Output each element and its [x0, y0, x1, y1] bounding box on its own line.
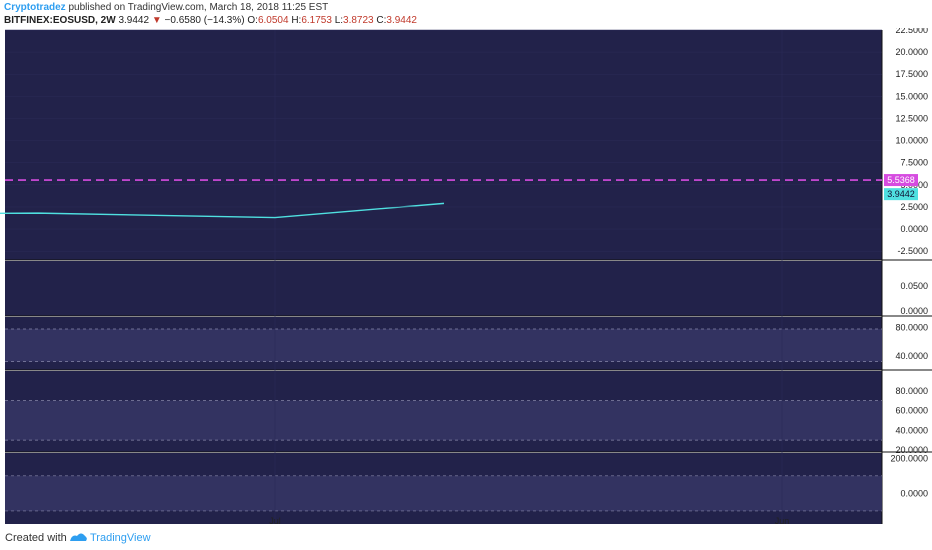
high-value: 6.1753	[301, 15, 332, 26]
low-value: 3.8723	[343, 15, 374, 26]
tradingview-link[interactable]: TradingView	[90, 532, 151, 544]
publish-line: Cryptotradez published on TradingView.co…	[4, 2, 417, 14]
price-axis-tick: 20.0000	[895, 47, 928, 57]
x-axis-tick-label: Jul	[269, 516, 281, 524]
price-axis-tick: 0.0000	[900, 224, 928, 234]
created-with-label: Created with	[5, 532, 67, 544]
price-axis-tick: 7.5000	[900, 158, 928, 168]
pane-0-background	[5, 30, 882, 260]
price-axis-marker	[884, 174, 918, 187]
pane-3-axis-tick: 80.0000	[895, 386, 928, 396]
pane-3-axis-tick: 40.0000	[895, 425, 928, 435]
last-price: 3.9442	[118, 15, 150, 26]
price-axis-marker	[884, 188, 918, 201]
author-link[interactable]: Cryptotradez	[4, 2, 66, 13]
pane-1-axis-tick: 0.0500	[900, 281, 928, 291]
pane-2-axis-tick: 40.0000	[895, 351, 928, 361]
pane-1-axis-tick: 0.0000	[900, 306, 928, 316]
x-axis-tick-label: Jun	[775, 516, 790, 524]
low-label: L:	[334, 15, 344, 26]
pane-2-band	[5, 329, 882, 362]
chart-canvas[interactable]: 22.5000 20.0000 17.5000 15.0000 12.5000 10.00…	[0, 28, 932, 524]
pane-4-axis-tick: 0.0000	[900, 488, 928, 498]
open-label: O:	[247, 15, 258, 26]
pane-3-axis-tick: 60.0000	[895, 406, 928, 416]
chart-header: Cryptotradez published on TradingView.co…	[4, 2, 417, 27]
footer: Created with TradingView	[0, 524, 932, 550]
price-axis-tick: 17.5000	[895, 69, 928, 79]
price-axis-tick: 10.0000	[895, 136, 928, 146]
open-value: 6.0504	[257, 15, 289, 26]
pane-1-background	[5, 261, 882, 316]
price-axis-tick: 15.0000	[895, 91, 928, 101]
symbol-label: BITFINEX:EOSUSD, 2W	[4, 15, 116, 26]
price-axis-tick: -2.5000	[897, 246, 928, 256]
pane-2-axis-tick: 80.0000	[895, 323, 928, 333]
price-axis-tick: 22.5000	[895, 28, 928, 35]
price-axis-tick: 2.5000	[900, 202, 928, 212]
ohlc-line: BITFINEX:EOSUSD, 2W 3.9442 ▼ −0.6580 (−1…	[4, 15, 417, 27]
price-axis-marker-label: 5.5368	[887, 175, 915, 185]
close-value: 3.9442	[386, 15, 417, 26]
tradingview-logo-icon[interactable]	[68, 530, 88, 544]
pane-3-band	[5, 400, 882, 441]
price-axis-tick: 12.5000	[895, 113, 928, 123]
publish-info: published on TradingView.com, March 18, …	[65, 2, 329, 13]
pane-4-band	[5, 475, 882, 511]
high-label: H:	[291, 15, 302, 26]
pane-3-axis-tick: 20.0000	[895, 445, 928, 455]
close-label: C:	[376, 15, 387, 26]
down-arrow-icon: ▼	[151, 15, 162, 26]
change-value: −0.6580 (−14.3%)	[164, 15, 245, 26]
pane-4-axis-tick: 200.0000	[890, 453, 928, 463]
price-axis-marker-label: 3.9442	[887, 189, 915, 199]
